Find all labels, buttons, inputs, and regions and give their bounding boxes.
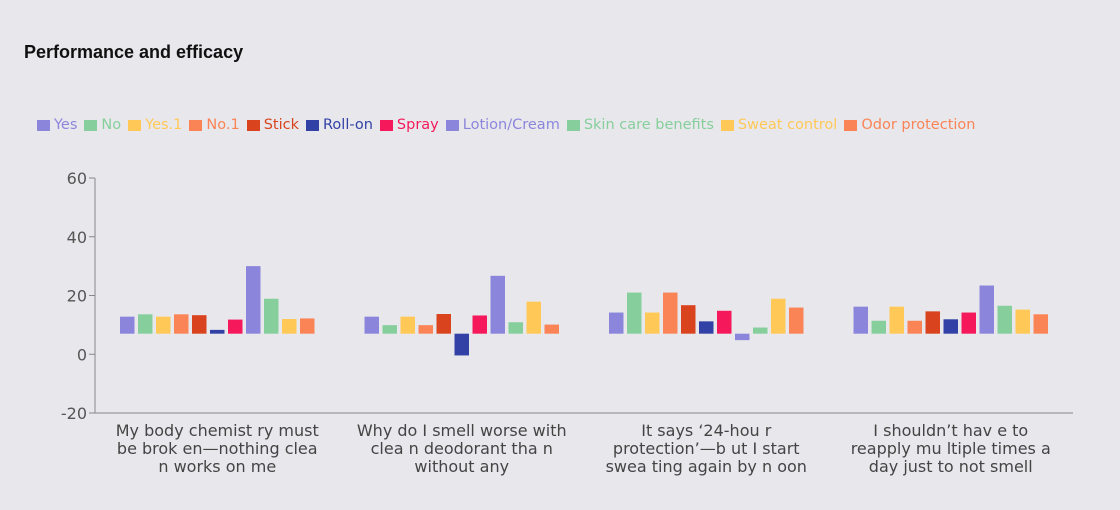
bar	[472, 315, 487, 334]
legend-label: No	[101, 117, 122, 133]
bar	[771, 298, 786, 334]
bar	[789, 307, 804, 334]
legend-item[interactable]: Roll-on	[306, 117, 373, 133]
legend-swatch	[128, 119, 142, 131]
bar	[609, 312, 624, 334]
bar	[663, 292, 678, 334]
legend-swatch	[844, 119, 858, 131]
bar	[364, 316, 379, 334]
x-category-label: reapply mu ltiple times a	[851, 439, 1051, 458]
bar	[1033, 314, 1048, 334]
legend-item[interactable]: Spray	[379, 117, 439, 133]
bar	[889, 306, 904, 334]
bar	[490, 275, 505, 334]
bar	[228, 319, 243, 334]
legend-label: Roll-on	[323, 117, 373, 133]
bar	[382, 325, 397, 334]
y-tick-label: 20	[67, 287, 87, 306]
bar	[174, 314, 189, 334]
x-category-label: day just to not smell	[869, 457, 1033, 476]
bar	[925, 311, 940, 334]
legend-item[interactable]: Odor protection	[844, 117, 975, 133]
bar	[627, 292, 642, 334]
bar	[300, 318, 315, 334]
bar	[699, 321, 714, 334]
x-category-label: I shouldn’t hav e to	[873, 421, 1028, 440]
legend-swatch	[37, 119, 50, 131]
legend-swatch	[445, 119, 459, 131]
bar	[645, 312, 660, 334]
bar	[997, 305, 1012, 334]
bar	[400, 316, 415, 334]
bar	[246, 266, 261, 334]
x-category-label: It says ‘24-hou r	[641, 421, 771, 440]
bar	[138, 314, 153, 334]
legend-label: Sweat control	[737, 117, 838, 133]
legend-label: Lotion/Cream	[462, 117, 560, 133]
legend-label: No.1	[206, 117, 240, 133]
legend-item[interactable]: Yes.1	[128, 117, 182, 133]
y-tick-label: 40	[67, 228, 87, 247]
x-category-label: My body chemist ry must	[116, 421, 319, 440]
bar	[871, 320, 886, 334]
legend-swatch	[306, 119, 319, 131]
legend-label: Yes.1	[145, 117, 183, 133]
x-category-label: protection’—b ut I start	[613, 439, 800, 458]
legend-item[interactable]: Sweat control	[720, 117, 838, 133]
bar	[264, 298, 279, 334]
bar	[979, 285, 994, 334]
legend-label: Odor protection	[861, 117, 976, 133]
bar	[120, 316, 135, 334]
legend-item[interactable]: Yes	[37, 117, 77, 133]
bar	[192, 315, 207, 334]
legend-label: Skin care benefits	[583, 117, 714, 133]
x-category-label: Why do I smell worse with	[357, 421, 567, 440]
page-title: Performance and efficacy	[24, 42, 244, 62]
legend-swatch	[246, 119, 260, 131]
legend-label: Yes	[54, 117, 78, 133]
bar	[282, 319, 297, 334]
legend-label: Spray	[396, 117, 439, 133]
bar	[961, 312, 976, 334]
legend-swatch	[720, 119, 734, 131]
bar	[544, 324, 559, 334]
legend-item[interactable]: Skin care benefits	[566, 117, 714, 133]
bar	[735, 333, 750, 341]
y-tick-label: 0	[77, 345, 87, 364]
bar	[210, 329, 225, 334]
legend-label: Stick	[263, 117, 299, 133]
x-category-label: swea ting again by n oon	[606, 457, 807, 476]
y-tick-label: -20	[61, 404, 87, 423]
bar	[853, 306, 868, 334]
legend-item[interactable]: Stick	[246, 117, 299, 133]
bar	[156, 316, 171, 334]
legend-swatch	[379, 119, 393, 131]
bar	[753, 327, 768, 334]
bar	[717, 310, 732, 334]
bar	[907, 320, 922, 334]
x-category-label: be brok en—nothing clea	[117, 439, 318, 458]
bar	[681, 305, 696, 334]
legend-swatch	[189, 119, 203, 131]
x-category-label: without any	[414, 457, 509, 476]
bar	[436, 314, 451, 334]
legend-swatch	[566, 119, 580, 131]
bar	[943, 319, 958, 334]
bar	[418, 325, 433, 334]
bar	[454, 333, 469, 356]
legend-swatch	[84, 119, 98, 131]
legend-item[interactable]: Lotion/Cream	[445, 117, 560, 133]
legend: Yes No Yes.1 No.1 Stick Roll-on Spray Lotion/Cr…	[37, 117, 1107, 133]
bar	[1015, 309, 1030, 334]
x-category-label: n works on me	[158, 457, 276, 476]
legend-item[interactable]: No.1	[189, 117, 240, 133]
legend-item[interactable]: No	[84, 117, 121, 133]
y-tick-label: 60	[67, 169, 87, 188]
x-category-label: clea n deodorant tha n	[371, 439, 553, 458]
bar	[508, 322, 523, 334]
bar	[526, 301, 541, 334]
